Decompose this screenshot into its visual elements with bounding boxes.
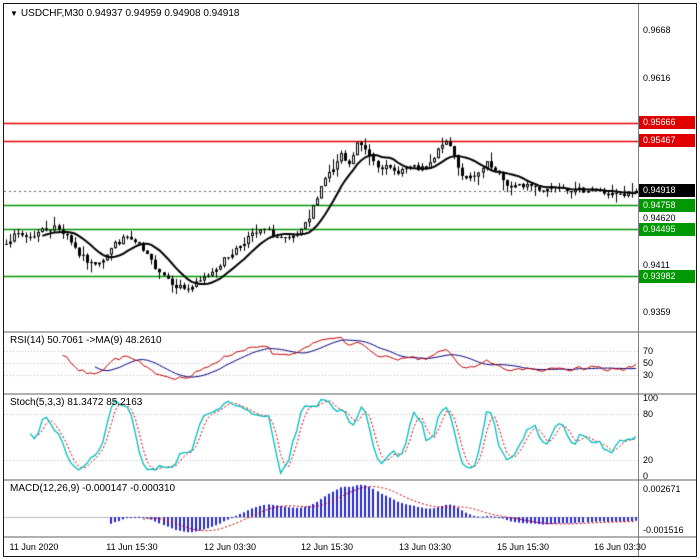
rsi-tick-label: 50 — [643, 358, 654, 368]
price-axis-divider — [638, 4, 639, 556]
support-level-badge: 0.94758 — [639, 199, 695, 212]
macd-tick-label: 0.002671 — [643, 484, 681, 494]
stochastic-canvas[interactable] — [4, 395, 638, 479]
resistance-level-badge: 0.95467 — [639, 134, 695, 147]
macd-canvas[interactable] — [4, 481, 638, 536]
rsi-indicator-panel: RSI(14) 50.7061 ->MA(9) 48.2610 — [4, 333, 638, 393]
stoch-value: 81.3472 — [67, 397, 104, 408]
stoch-signal-value: 85.2163 — [106, 397, 143, 408]
rsi-value: 50.7061 — [47, 335, 84, 346]
one-click-trading-toggle-icon[interactable]: ▼ — [10, 9, 18, 18]
time-tick-label: 11 Jun 2020 — [9, 542, 59, 552]
time-axis[interactable]: 11 Jun 2020 11 Jun 15:30 12 Jun 03:30 12 Ju… — [4, 538, 646, 556]
price-tick-label: 0.9359 — [643, 307, 671, 317]
macd-name: MACD(12,26,9) — [10, 483, 80, 494]
ohlc-header: ▼ USDCHF,M30 0.94937 0.94959 0.94908 0.94… — [10, 8, 239, 19]
rsi-tick-label: 70 — [643, 346, 654, 356]
chart-window: ▼ USDCHF,M30 0.94937 0.94959 0.94908 0.94… — [3, 3, 697, 557]
panel-separator[interactable] — [4, 331, 696, 333]
price-tick-label: 0.9668 — [643, 25, 671, 35]
stoch-tick-label: 80 — [643, 409, 654, 419]
panel-separator[interactable] — [4, 536, 696, 538]
stoch-tick-label: 0 — [643, 471, 649, 481]
panel-separator[interactable] — [4, 393, 696, 395]
rsi-name: RSI(14) — [10, 335, 45, 346]
macd-value: -0.000147 — [82, 483, 128, 494]
support-level-badge: 0.93982 — [639, 270, 695, 283]
time-tick-label: 12 Jun 03:30 — [203, 542, 257, 552]
macd-label: MACD(12,26,9) -0.000147 -0.000310 — [10, 483, 175, 494]
open-value: 0.94937 — [86, 8, 123, 19]
price-chart-canvas[interactable] — [4, 4, 638, 331]
time-tick-label: 16 Jun 03:30 — [593, 542, 647, 552]
rsi-ma-name: ->MA(9) — [86, 335, 123, 346]
current-price-badge: 0.94918 — [639, 184, 695, 197]
price-axis[interactable]: 0.9668 0.9616 0.94620 0.9411 0.9359 0.95666 0.… — [639, 4, 696, 556]
price-tick-label: 0.9616 — [643, 73, 671, 83]
stochastic-label: Stoch(5,3,3) 81.3472 85.2163 — [10, 397, 142, 408]
stoch-tick-label: 20 — [643, 455, 654, 465]
time-tick-label: 15 Jun 15:30 — [496, 542, 550, 552]
main-chart-panel: ▼ USDCHF,M30 0.94937 0.94959 0.94908 0.94… — [4, 4, 638, 331]
rsi-label: RSI(14) 50.7061 ->MA(9) 48.2610 — [10, 335, 162, 346]
symbol-label: USDCHF,M30 — [20, 8, 84, 19]
price-tick-label: 0.9411 — [643, 260, 670, 270]
rsi-tick-label: 30 — [643, 370, 654, 380]
resistance-level-badge: 0.95666 — [639, 116, 695, 129]
time-tick-label: 12 Jun 15:30 — [300, 542, 354, 552]
price-tick-label: 0.94620 — [643, 213, 676, 223]
macd-indicator-panel: MACD(12,26,9) -0.000147 -0.000310 — [4, 481, 638, 536]
close-value: 0.94918 — [203, 8, 240, 19]
panel-separator[interactable] — [4, 479, 696, 481]
low-value: 0.94908 — [164, 8, 201, 19]
macd-signal-value: -0.000310 — [130, 483, 176, 494]
high-value: 0.94959 — [125, 8, 162, 19]
macd-tick-label: -0.001516 — [643, 525, 684, 535]
stoch-name: Stoch(5,3,3) — [10, 397, 65, 408]
support-level-badge: 0.94495 — [639, 223, 695, 236]
stochastic-indicator-panel: Stoch(5,3,3) 81.3472 85.2163 — [4, 395, 638, 479]
stoch-tick-label: 100 — [643, 393, 659, 403]
rsi-canvas[interactable] — [4, 333, 638, 393]
rsi-ma-value: 48.2610 — [125, 335, 162, 346]
time-tick-label: 13 Jun 03:30 — [398, 542, 452, 552]
time-tick-label: 11 Jun 15:30 — [106, 542, 158, 552]
